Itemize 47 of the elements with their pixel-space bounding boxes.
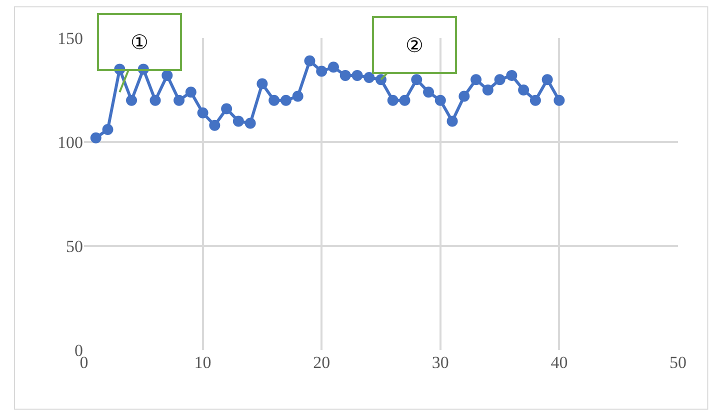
point [434, 94, 446, 106]
point [352, 70, 363, 81]
point [316, 66, 328, 77]
point [256, 78, 268, 90]
point [482, 84, 494, 96]
point [387, 94, 398, 106]
point [328, 62, 339, 73]
point [399, 94, 410, 106]
point [506, 70, 518, 81]
x-tick-label: 20 [313, 353, 330, 372]
point [458, 90, 470, 102]
point [102, 124, 114, 136]
point [162, 70, 173, 81]
point [221, 103, 232, 114]
point [340, 70, 351, 81]
point [542, 74, 553, 86]
point [268, 94, 280, 106]
point [174, 94, 185, 106]
y-tick-label: 50 [66, 236, 83, 256]
point [554, 94, 565, 106]
point [244, 118, 256, 129]
point [446, 116, 458, 127]
point [280, 94, 292, 106]
point [90, 132, 102, 144]
point [232, 116, 244, 127]
point [209, 120, 220, 131]
point [292, 90, 304, 102]
annotation: ② [406, 33, 424, 57]
annotation: ① [130, 30, 148, 54]
point [423, 86, 434, 98]
x-tick-label: 40 [550, 353, 568, 372]
point [126, 94, 138, 106]
point [185, 86, 196, 98]
point [150, 94, 161, 106]
point [494, 74, 506, 86]
point [364, 72, 375, 84]
x-tick-label: 30 [432, 353, 449, 372]
y-tick-label: 150 [58, 28, 83, 48]
y-tick-label: 100 [58, 132, 83, 152]
point [518, 84, 530, 96]
point [411, 74, 422, 86]
point [470, 74, 482, 86]
point [304, 55, 316, 66]
x-tick-label: 50 [670, 353, 686, 372]
point [530, 94, 541, 106]
x-tick-label: 10 [194, 353, 212, 372]
point [197, 107, 208, 118]
